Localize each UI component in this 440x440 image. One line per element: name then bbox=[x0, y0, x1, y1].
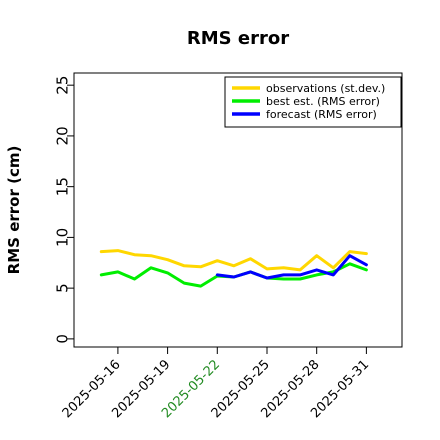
legend-label: forecast (RMS error) bbox=[266, 108, 377, 121]
legend: observations (st.dev.)best est. (RMS err… bbox=[224, 76, 402, 128]
y-tick-label: 0 bbox=[53, 334, 71, 344]
y-tick-label: 25 bbox=[53, 76, 71, 95]
y-tick-label: 20 bbox=[53, 126, 71, 145]
series-line-3 bbox=[215, 254, 368, 280]
legend-label: observations (st.dev.) bbox=[266, 82, 385, 95]
x-axis: 2025-05-162025-05-192025-05-222025-05-25… bbox=[60, 347, 372, 421]
y-tick-label: 5 bbox=[53, 283, 71, 293]
y-tick-label: 15 bbox=[53, 177, 71, 196]
y-tick-label: 10 bbox=[53, 228, 71, 247]
series-line-1 bbox=[99, 249, 368, 272]
legend-label: best est. (RMS error) bbox=[266, 95, 380, 108]
y-axis: 0 5 10 15 20 25 bbox=[53, 76, 74, 344]
series-layer bbox=[99, 249, 368, 288]
plot-area bbox=[73, 72, 403, 348]
y-axis-label: RMS error (cm) bbox=[5, 146, 23, 275]
chart-title: RMS error bbox=[187, 28, 289, 49]
